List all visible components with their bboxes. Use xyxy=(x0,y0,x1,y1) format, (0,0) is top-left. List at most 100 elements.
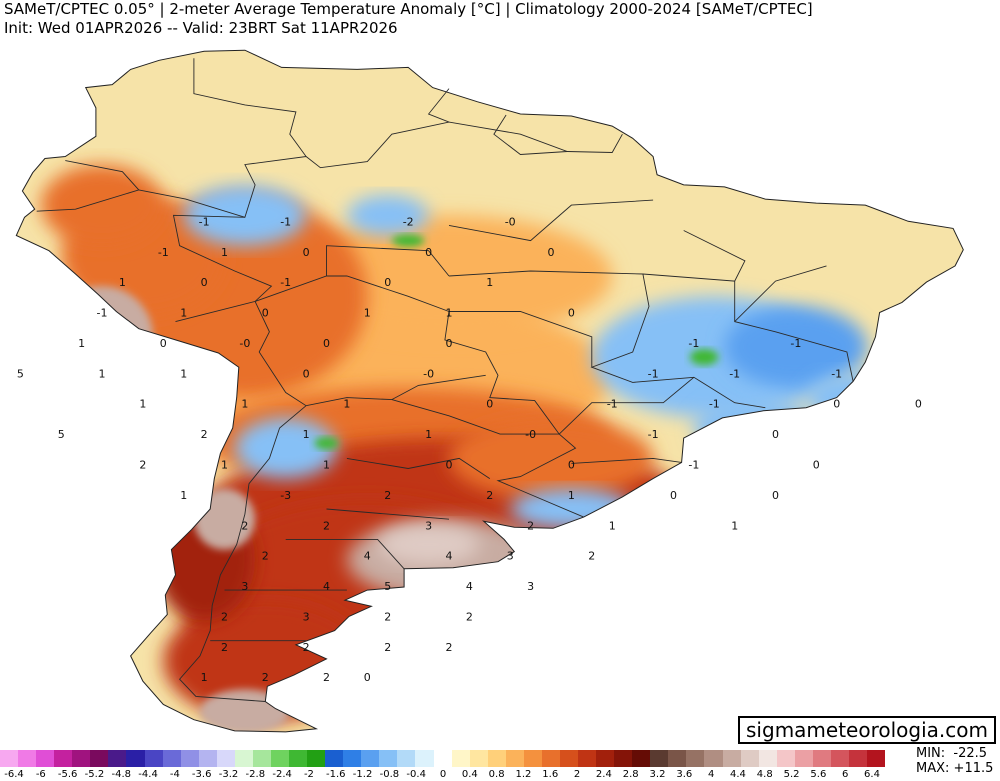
colorbar-swatch xyxy=(361,750,380,767)
anomaly-value-label: 0 xyxy=(446,459,453,472)
colorbar-tick: -6.4 xyxy=(4,769,24,780)
colorbar-swatch xyxy=(650,750,669,767)
anomaly-value-label: 1 xyxy=(78,337,85,350)
min-stat: MIN: -22.5 xyxy=(916,746,1000,761)
anomaly-value-label: -1 xyxy=(648,367,659,380)
anomaly-value-label: 2 xyxy=(384,489,391,502)
border-line xyxy=(571,457,682,464)
anomaly-value-label: 0 xyxy=(915,398,922,411)
colorbar-tick: -3.2 xyxy=(218,769,239,780)
colorbar-swatch xyxy=(596,750,615,767)
border-line xyxy=(448,199,654,242)
colorbar-swatch xyxy=(90,750,109,767)
anomaly-value-label: 0 xyxy=(568,307,575,320)
colorbar-swatch xyxy=(541,750,560,767)
colorbar-swatch xyxy=(686,750,705,767)
colorbar-tick: 4.4 xyxy=(729,769,746,780)
colorbar-swatch xyxy=(54,750,73,767)
anomaly-value-label: 1 xyxy=(425,428,432,441)
anomaly-value-label: -1 xyxy=(688,459,699,472)
colorbar-tick: 3.6 xyxy=(676,769,693,780)
colorbar-swatch xyxy=(848,750,867,767)
anomaly-blob xyxy=(314,437,339,450)
anomaly-value-label: -1 xyxy=(729,367,740,380)
anomaly-value-label: 1 xyxy=(343,398,350,411)
anomaly-value-label: 0 xyxy=(813,459,820,472)
anomaly-blob xyxy=(391,234,425,247)
colorbar-swatch xyxy=(216,750,235,767)
anomaly-value-label: 2 xyxy=(241,519,248,532)
colorbar-tick: -5.2 xyxy=(84,769,105,780)
border-line xyxy=(558,376,695,435)
anomaly-value-label: 4 xyxy=(466,580,473,593)
anomaly-value-label: 1 xyxy=(731,519,738,532)
anomaly-value-label: -0 xyxy=(239,337,250,350)
colorbar-swatch xyxy=(523,750,542,767)
border-line xyxy=(254,275,584,518)
anomaly-value-label: 3 xyxy=(303,610,310,623)
colorbar-swatch xyxy=(867,750,886,767)
colorbar-swatch xyxy=(776,750,795,767)
colorbar-swatch xyxy=(505,750,524,767)
colorbar-tick: -2.4 xyxy=(272,769,292,780)
anomaly-value-label: 4 xyxy=(323,580,330,593)
colorbar-tick: -4.8 xyxy=(111,769,132,780)
colorbar-tick: 2.4 xyxy=(595,769,612,780)
anomaly-value-label: 0 xyxy=(670,489,677,502)
colorbar-tick: -2 xyxy=(303,769,314,780)
anomaly-value-label: 0 xyxy=(833,398,840,411)
colorbar-swatch xyxy=(18,750,37,767)
border-line xyxy=(391,399,560,435)
colorbar-tick: 0.8 xyxy=(488,769,505,780)
colorbar-tick: 5.2 xyxy=(783,769,800,780)
anomaly-value-label: 0 xyxy=(486,398,493,411)
anomaly-value-label: 1 xyxy=(201,671,208,684)
anomaly-value-label: 0 xyxy=(446,337,453,350)
colorbar-swatch xyxy=(433,750,452,767)
anomaly-value-label: 5 xyxy=(384,580,391,593)
anomaly-value-label: 2 xyxy=(201,428,208,441)
country-borders xyxy=(36,58,854,702)
colorbar-swatch xyxy=(126,750,145,767)
border-line xyxy=(172,121,623,323)
colorbar-tick: 0.4 xyxy=(461,769,478,780)
anomaly-value-label: 0 xyxy=(772,428,779,441)
colorbar-tick: 6 xyxy=(842,769,849,780)
colorbar-swatch xyxy=(451,750,470,767)
anomaly-value-label: 2 xyxy=(323,671,330,684)
min-max-stats: MIN: -22.5 MAX: +11.5 xyxy=(916,746,1000,776)
colorbar-swatch xyxy=(289,750,308,767)
anomaly-value-label: 2 xyxy=(323,519,330,532)
anomaly-value-label: 1 xyxy=(99,367,106,380)
border-line xyxy=(326,245,450,277)
anomaly-value-label: 1 xyxy=(180,367,187,380)
anomaly-value-label: -0 xyxy=(525,428,536,441)
anomaly-blob xyxy=(234,417,337,479)
anomaly-value-label: 2 xyxy=(303,641,310,654)
border-line xyxy=(734,265,827,322)
max-value: +11.5 xyxy=(953,761,994,776)
anomaly-value-label: 1 xyxy=(221,459,228,472)
anomaly-value-label: 0 xyxy=(548,246,555,259)
colorbar-swatch xyxy=(307,750,326,767)
anomaly-value-label: 0 xyxy=(303,367,310,380)
colorbar-swatch xyxy=(794,750,813,767)
colorbar-swatch xyxy=(72,750,91,767)
colorbar-tick-labels: -6.4 -6 -5.6 -5.2 -4.8 -4.4 -4 -3.6 -3.2 -2.8 -2.4… xyxy=(0,769,890,781)
colorbar-swatch xyxy=(722,750,741,767)
anomaly-value-label: 2 xyxy=(527,519,534,532)
anomaly-value-label: 1 xyxy=(364,307,371,320)
colorbar-tick: 5.6 xyxy=(810,769,827,780)
anomaly-value-label: -1 xyxy=(199,215,210,228)
colorbar-swatch xyxy=(162,750,181,767)
colorbar-swatch xyxy=(198,750,217,767)
anomaly-value-label: 2 xyxy=(221,610,228,623)
anomaly-blob xyxy=(689,349,719,366)
colorbar-tick: 2.8 xyxy=(622,769,639,780)
anomaly-value-label: 1 xyxy=(180,307,187,320)
anomaly-value-label: -1 xyxy=(648,428,659,441)
anomaly-value-label: 5 xyxy=(17,367,24,380)
colorbar-swatch xyxy=(397,750,416,767)
anomaly-value-label: 1 xyxy=(241,398,248,411)
anomaly-blob xyxy=(347,195,429,236)
